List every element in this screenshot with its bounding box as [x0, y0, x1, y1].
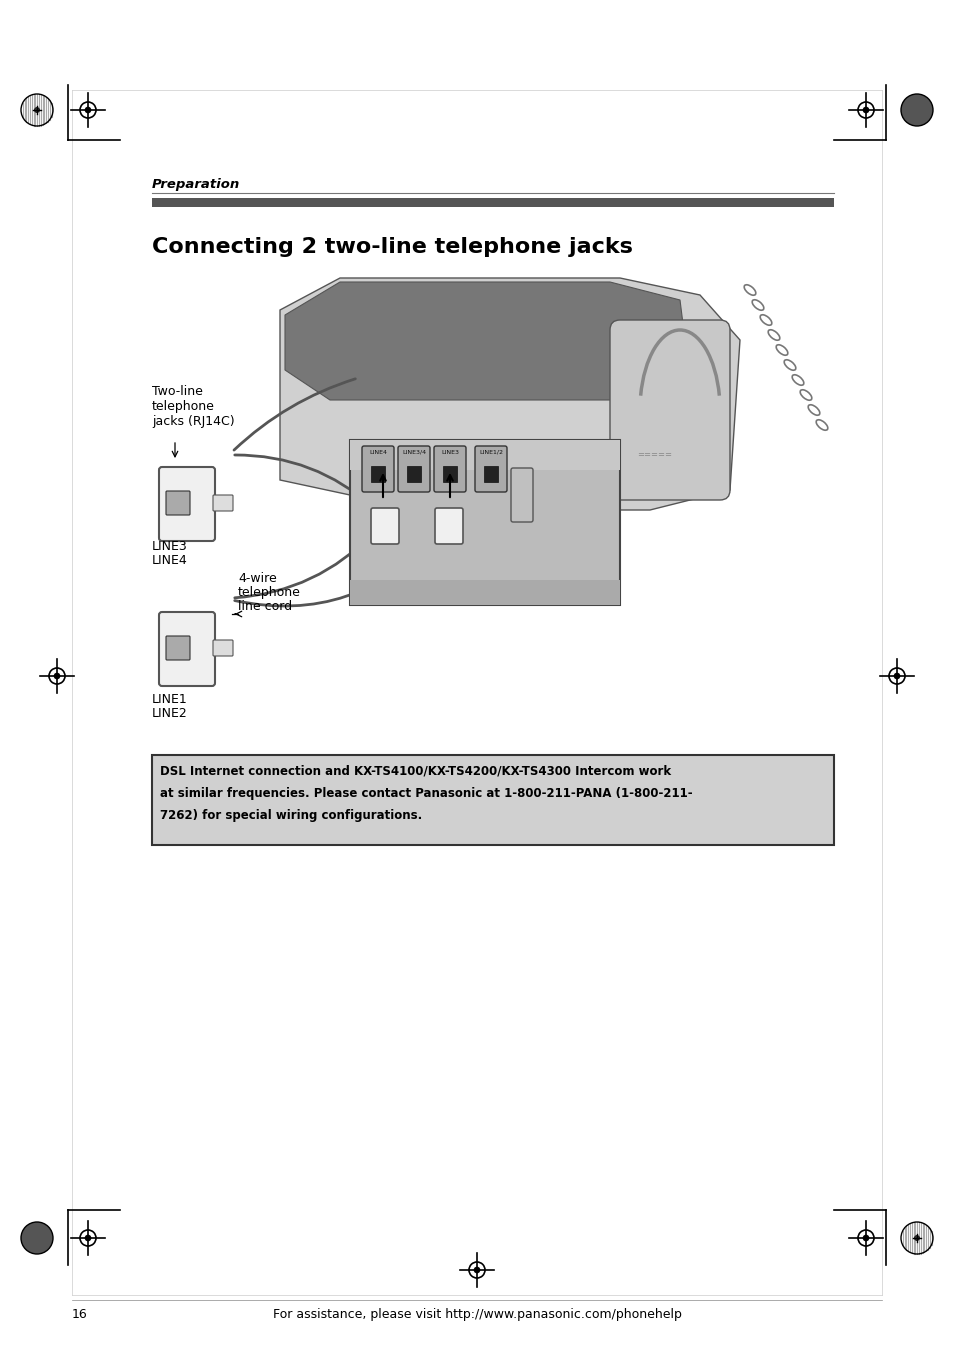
Text: 16: 16	[71, 1308, 88, 1321]
Text: jacks (RJ14C): jacks (RJ14C)	[152, 415, 234, 428]
Bar	[407, 466, 420, 482]
Text: telephone: telephone	[152, 400, 214, 413]
Circle shape	[85, 1235, 91, 1242]
Circle shape	[85, 107, 91, 113]
Text: For assistance, please visit http://www.panasonic.com/phonehelp: For assistance, please visit http://www.…	[273, 1308, 680, 1321]
Text: LINE2: LINE2	[152, 707, 188, 720]
Bar	[350, 440, 619, 605]
Text: telephone: telephone	[237, 586, 300, 598]
Bar	[442, 466, 456, 482]
Text: LINE3: LINE3	[152, 540, 188, 553]
FancyBboxPatch shape	[609, 320, 729, 500]
Text: Two-line: Two-line	[152, 385, 203, 399]
Text: LINE3: LINE3	[440, 450, 458, 455]
Bar	[371, 466, 385, 482]
Text: DSL Internet connection and KX-TS4100/KX-TS4200/KX-TS4300 Intercom work: DSL Internet connection and KX-TS4100/KX…	[160, 765, 670, 778]
Circle shape	[474, 1267, 479, 1273]
FancyBboxPatch shape	[435, 508, 462, 544]
FancyBboxPatch shape	[213, 640, 233, 657]
FancyBboxPatch shape	[213, 494, 233, 511]
FancyBboxPatch shape	[475, 446, 506, 492]
Circle shape	[914, 1236, 919, 1240]
Circle shape	[21, 1223, 53, 1254]
Text: =====: =====	[637, 450, 672, 459]
Bar	[350, 580, 619, 605]
Circle shape	[893, 673, 899, 680]
Bar	[483, 466, 497, 482]
Polygon shape	[285, 282, 689, 400]
Text: LINE1: LINE1	[152, 693, 188, 707]
FancyBboxPatch shape	[371, 508, 398, 544]
Circle shape	[862, 1235, 868, 1242]
FancyBboxPatch shape	[159, 467, 214, 540]
Circle shape	[900, 95, 932, 126]
Text: LINE4: LINE4	[369, 450, 387, 455]
Bar	[152, 199, 833, 207]
Text: at similar frequencies. Please contact Panasonic at 1-800-211-PANA (1-800-211-: at similar frequencies. Please contact P…	[160, 788, 692, 800]
Bar	[350, 440, 619, 470]
Circle shape	[54, 673, 60, 680]
Text: Connecting 2 two-line telephone jacks: Connecting 2 two-line telephone jacks	[152, 236, 632, 257]
Text: LINE4: LINE4	[152, 554, 188, 567]
Circle shape	[862, 107, 868, 113]
Circle shape	[34, 108, 39, 112]
Text: 7262) for special wiring configurations.: 7262) for special wiring configurations.	[160, 809, 422, 821]
Text: line cord: line cord	[237, 600, 292, 613]
FancyBboxPatch shape	[166, 636, 190, 661]
Text: LINE3/4: LINE3/4	[401, 450, 426, 455]
FancyBboxPatch shape	[397, 446, 430, 492]
FancyBboxPatch shape	[434, 446, 465, 492]
Text: LINE1/2: LINE1/2	[478, 450, 502, 455]
Text: Preparation: Preparation	[152, 178, 240, 190]
Text: 4-wire: 4-wire	[237, 571, 276, 585]
FancyBboxPatch shape	[361, 446, 394, 492]
Polygon shape	[280, 278, 740, 509]
FancyBboxPatch shape	[511, 467, 533, 521]
Bar	[152, 755, 833, 844]
FancyBboxPatch shape	[159, 612, 214, 686]
FancyBboxPatch shape	[166, 490, 190, 515]
